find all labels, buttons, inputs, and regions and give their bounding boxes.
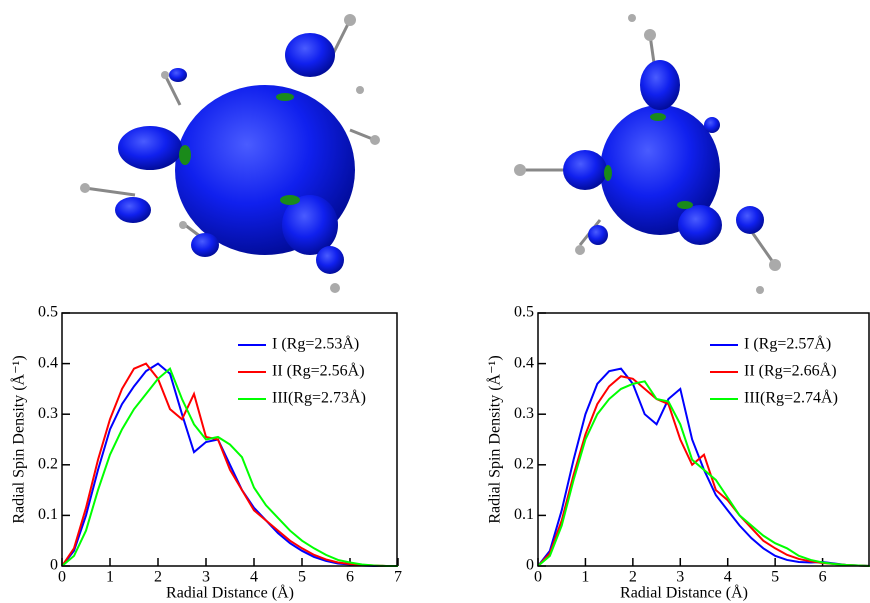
y-tick-label: 0.1 <box>38 506 58 523</box>
x-tick-label: 2 <box>154 569 162 586</box>
x-tick-label: 6 <box>819 569 827 586</box>
y-tick-label: 0.4 <box>514 354 534 371</box>
figure: 0 0.1 0.2 0.3 0.4 0.5 0 1 2 3 4 5 6 7 I (Rg=2.53Å) II (… <box>0 0 870 603</box>
chart: 0 0.1 0.2 0.3 0.4 0.5 0 1 2 3 4 5 6 7 I (Rg=2.53Å) II (… <box>0 0 870 603</box>
y-tick-label: 0.2 <box>514 455 534 472</box>
x-tick-label: 0 <box>534 569 542 586</box>
legend-label: II (Rg=2.66Å) <box>744 362 837 380</box>
x-tick-label: 1 <box>106 569 114 586</box>
x-tick-label: 4 <box>250 569 258 586</box>
y-tick-label: 0 <box>50 557 58 574</box>
y-axis-label: Radial Spin Density (Å⁻¹) <box>10 355 28 523</box>
x-tick-label: 6 <box>346 569 354 586</box>
x-tick-label: 5 <box>771 569 779 586</box>
y-tick-label: 0.4 <box>38 354 58 371</box>
x-axis-label: Radial Distance (Å) <box>166 584 294 602</box>
x-tick-label: 7 <box>394 569 402 586</box>
y-tick-label: 0.3 <box>514 405 534 422</box>
x-axis-label: Radial Distance (Å) <box>620 584 748 602</box>
y-tick-label: 0 <box>526 557 534 574</box>
x-tick-label: 4 <box>724 569 732 586</box>
legend-label: I (Rg=2.57Å) <box>744 335 831 353</box>
x-tick-label: 3 <box>202 569 210 586</box>
y-tick-label: 0.2 <box>38 455 58 472</box>
legend-label: I (Rg=2.53Å) <box>272 335 359 353</box>
molecule-left <box>80 14 380 293</box>
x-tick-label: 0 <box>58 569 66 586</box>
y-tick-label: 0.3 <box>38 405 58 422</box>
x-tick-label: 5 <box>298 569 306 586</box>
x-tick-label: 1 <box>581 569 589 586</box>
legend-label: III(Rg=2.74Å) <box>744 389 838 407</box>
y-tick-label: 0.5 <box>514 304 534 321</box>
y-tick-label: 0.5 <box>38 304 58 321</box>
x-tick-label: 2 <box>629 569 637 586</box>
y-tick-label: 0.1 <box>514 506 534 523</box>
plot: 0 0.1 0.2 0.3 0.4 0.5 0 1 2 3 4 5 6 I (Rg=2.57Å) II (R… <box>486 304 870 602</box>
molecule-right <box>514 14 781 294</box>
x-tick-label: 3 <box>676 569 684 586</box>
legend-label: II (Rg=2.56Å) <box>272 362 365 380</box>
legend-label: III(Rg=2.73Å) <box>272 389 366 407</box>
y-axis-label: Radial Spin Density (Å⁻¹) <box>486 355 504 523</box>
plot: 0 0.1 0.2 0.3 0.4 0.5 0 1 2 3 4 5 6 7 I (Rg=2.53Å) II (… <box>10 304 402 602</box>
